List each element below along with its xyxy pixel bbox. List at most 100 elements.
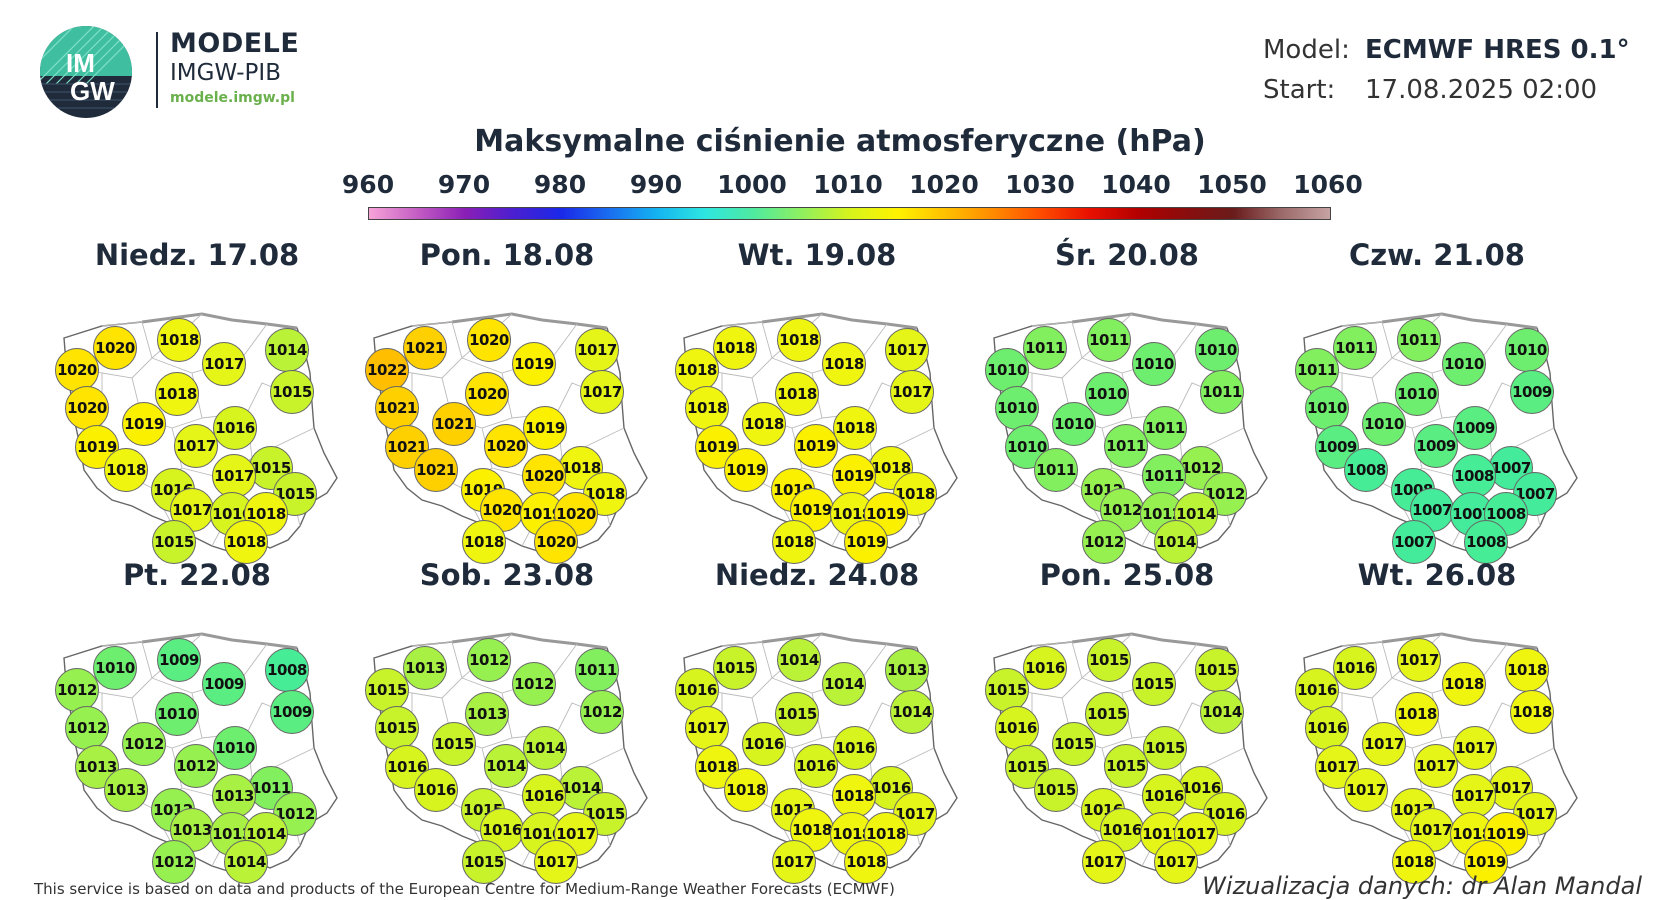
- pressure-bubble: 1017: [1154, 840, 1198, 884]
- pressure-bubble: 1010: [93, 646, 137, 690]
- pressure-bubble: 1020: [93, 326, 137, 370]
- pressure-bubble: 1012: [1179, 446, 1223, 490]
- colorbar-tick-label: 990: [629, 170, 683, 199]
- pressure-bubble: 1008: [265, 648, 309, 692]
- pressure-bubble: 1018: [713, 326, 757, 370]
- pressure-bubble: 1014: [1154, 520, 1198, 564]
- pressure-bubble: 1018: [775, 372, 819, 416]
- pressure-bubble: 1009: [1414, 424, 1458, 468]
- pressure-bubble: 1007: [1392, 520, 1436, 564]
- pressure-bubble: 1018: [462, 520, 506, 564]
- pressure-bubble: 1019: [1464, 840, 1508, 884]
- pressure-bubble: 1012: [65, 706, 109, 750]
- pressure-bubble: 1018: [772, 520, 816, 564]
- pressure-bubble: 1018: [833, 406, 877, 450]
- pressure-bubble: 1017: [580, 370, 624, 414]
- pressure-bubble: 1017: [1397, 638, 1441, 682]
- coastline: [141, 312, 298, 330]
- pressure-bubble: 1017: [1174, 812, 1218, 856]
- pressure-bubble: 1018: [1510, 690, 1554, 734]
- pressure-bubble: 1017: [1453, 726, 1497, 770]
- brand-name: MODELE: [170, 28, 300, 59]
- day-label: Wt. 19.08: [737, 238, 897, 272]
- coastline: [451, 312, 608, 330]
- pressure-bubble: 1018: [1392, 840, 1436, 884]
- pressure-bubble: 1015: [152, 520, 196, 564]
- pressure-bubble: 1018: [822, 342, 866, 386]
- pressure-bubble: 1015: [432, 722, 476, 766]
- pressure-bubble: 1020: [534, 520, 578, 564]
- pressure-bubble: 1014: [1200, 690, 1244, 734]
- pressure-bubble: 1011: [1034, 448, 1078, 492]
- brand-divider: [156, 32, 158, 108]
- pressure-bubble: 1017: [1344, 768, 1388, 812]
- pressure-bubble: 1010: [1195, 328, 1239, 372]
- pressure-bubble: 1012: [512, 662, 556, 706]
- pressure-bubble: 1015: [1132, 662, 1176, 706]
- day-map: Niedz. 24.08 1015 1014 1013 1016 1014 1014 1017…: [662, 558, 972, 884]
- pressure-bubble: 1015: [775, 692, 819, 736]
- pressure-bubble: 1010: [1132, 342, 1176, 386]
- pressure-bubble: 1010: [155, 692, 199, 736]
- pressure-bubble: 1013: [403, 646, 447, 690]
- pressure-bubble: 1018: [1395, 692, 1439, 736]
- pressure-bubble: 1016: [522, 774, 566, 818]
- logo-text-top: IM: [66, 48, 95, 78]
- pressure-bubble: 1010: [1085, 372, 1129, 416]
- brand-sub: IMGW-PIB: [170, 60, 281, 86]
- pressure-bubble: 1018: [777, 318, 821, 362]
- pressure-bubble: 1019: [844, 520, 888, 564]
- pressure-bubble: 1012: [580, 690, 624, 734]
- pressure-bubble: 1016: [794, 744, 838, 788]
- pressure-bubble: 1018: [832, 774, 876, 818]
- pressure-bubble: 1016: [1333, 646, 1377, 690]
- pressure-bubble: 1017: [212, 454, 256, 498]
- colorbar-tick-label: 1030: [1005, 170, 1075, 199]
- pressure-bubble: 1015: [1104, 744, 1148, 788]
- pressure-bubble: 1019: [512, 342, 556, 386]
- pressure-bubble: 1019: [724, 448, 768, 492]
- pressure-bubble: 1016: [213, 406, 257, 450]
- pressure-bubble: 1010: [1505, 328, 1549, 372]
- pressure-bubble: 1010: [985, 348, 1029, 392]
- day-map: Wt. 19.08 1018 1018 1017 1018 1018 1017 1018 101…: [662, 238, 972, 564]
- colorbar-tick-label: 970: [437, 170, 491, 199]
- day-map: Niedz. 17.08 1020 1018 1014 1020 1017 1015 1020…: [42, 238, 352, 564]
- pressure-bubble: 1016: [1023, 646, 1067, 690]
- pressure-bubble: 1018: [893, 472, 937, 516]
- pressure-bubble: 1015: [365, 668, 409, 712]
- day-label: Pt. 22.08: [123, 558, 271, 592]
- pressure-bubble: 1009: [202, 662, 246, 706]
- pressure-bubble: 1021: [403, 326, 447, 370]
- pressure-bubble: 1019: [523, 406, 567, 450]
- pressure-bubble: 1008: [1464, 520, 1508, 564]
- pressure-bubble: 1008: [1452, 454, 1496, 498]
- coastline: [761, 632, 918, 650]
- pressure-bubble: 1020: [522, 454, 566, 498]
- start-value: 17.08.2025 02:00: [1365, 75, 1598, 105]
- brand-url[interactable]: modele.imgw.pl: [170, 90, 295, 106]
- pressure-bubble: 1016: [1305, 706, 1349, 750]
- pressure-bubble: 1014: [777, 638, 821, 682]
- pressure-bubble: 1011: [1104, 424, 1148, 468]
- page-title: Maksymalne ciśnienie atmosferyczne (hPa): [474, 124, 1206, 159]
- day-label: Niedz. 24.08: [714, 558, 920, 592]
- colorbar-tick-label: 980: [533, 170, 587, 199]
- footer-credit: This service is based on data and produc…: [34, 880, 895, 898]
- day-label: Pon. 18.08: [419, 238, 595, 272]
- day-label: Niedz. 17.08: [94, 238, 300, 272]
- colorbar-tick-label: 1000: [717, 170, 787, 199]
- pressure-bubble: 1017: [575, 328, 619, 372]
- pressure-bubble: 1019: [122, 402, 166, 446]
- pressure-bubble: 1015: [1005, 745, 1049, 789]
- pressure-bubble: 1022: [365, 348, 409, 392]
- coastline: [761, 312, 918, 330]
- colorbar-tick-label: 1010: [813, 170, 883, 199]
- pressure-bubble: 1021: [432, 402, 476, 446]
- pressure-bubble: 1017: [1362, 722, 1406, 766]
- pressure-bubble: 1018: [675, 348, 719, 392]
- pressure-bubble: 1011: [575, 648, 619, 692]
- pressure-bubble: 1017: [890, 370, 934, 414]
- colorbar-tick-label: 1040: [1101, 170, 1171, 199]
